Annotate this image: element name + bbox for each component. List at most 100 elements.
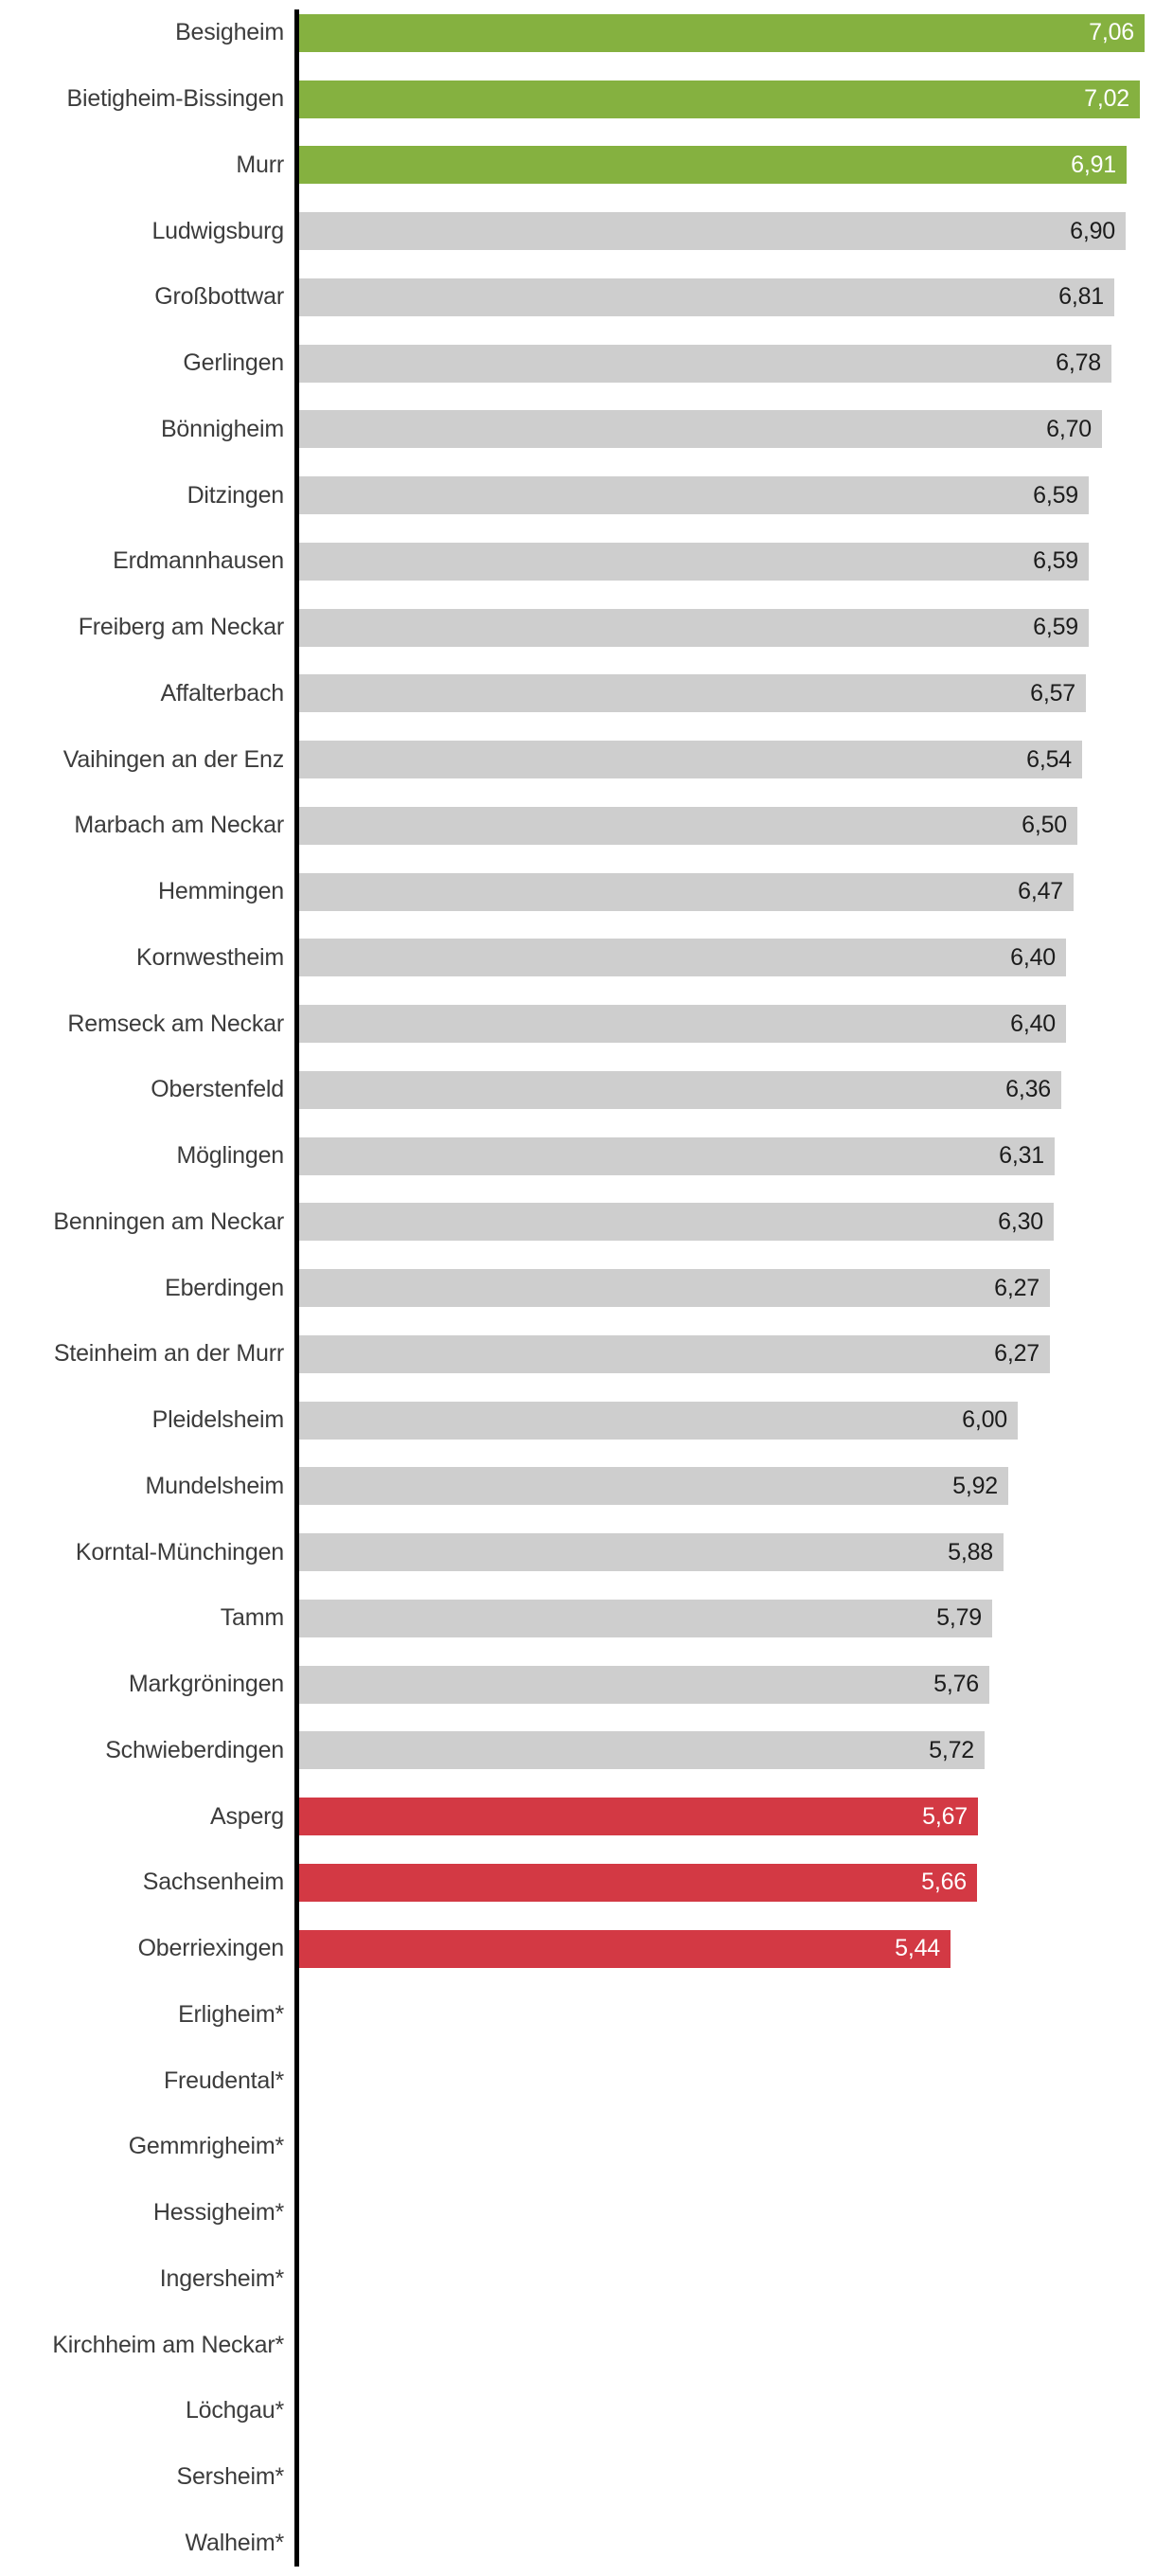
chart-row: Hemmingen 6,47 bbox=[0, 859, 1155, 925]
value-label: 5,67 bbox=[922, 1802, 968, 1830]
bar: 6,40 bbox=[299, 939, 1066, 977]
bar-area: 6,81 bbox=[284, 264, 1155, 331]
row-label: Tamm bbox=[220, 1604, 284, 1632]
chart-row: Bönnigheim 6,70 bbox=[0, 397, 1155, 463]
bar-area: 5,79 bbox=[284, 1585, 1155, 1652]
value-label: 6,31 bbox=[999, 1142, 1044, 1170]
chart-row: Sachsenheim 5,66 bbox=[0, 1850, 1155, 1916]
row-label: Markgröningen bbox=[128, 1671, 284, 1698]
bar-area: 6,31 bbox=[284, 1123, 1155, 1190]
bar-area: 6,91 bbox=[284, 133, 1155, 199]
value-label: 6,00 bbox=[962, 1406, 1007, 1434]
row-label: Ingersheim* bbox=[159, 2264, 284, 2292]
row-label: Gemmrigheim* bbox=[128, 2133, 285, 2160]
bar-area: 5,72 bbox=[284, 1718, 1155, 1784]
bar-area: 6,54 bbox=[284, 726, 1155, 793]
bar-area bbox=[284, 2312, 1155, 2378]
bar-area bbox=[284, 2246, 1155, 2313]
bar-area bbox=[284, 2378, 1155, 2444]
bar: 6,36 bbox=[299, 1070, 1061, 1109]
bar: 6,59 bbox=[299, 476, 1089, 515]
row-label: Bietigheim-Bissingen bbox=[66, 85, 285, 113]
bar: 7,02 bbox=[299, 80, 1140, 118]
bar-area: 6,50 bbox=[284, 793, 1155, 859]
bar: 5,79 bbox=[299, 1599, 992, 1637]
row-label: Benningen am Neckar bbox=[53, 1208, 284, 1235]
row-label: Marbach am Neckar bbox=[74, 812, 284, 839]
value-label: 5,72 bbox=[929, 1736, 974, 1763]
row-label: Oberriexingen bbox=[137, 1935, 285, 1962]
chart-row: Erdmannhausen 6,59 bbox=[0, 528, 1155, 595]
row-label: Remseck am Neckar bbox=[67, 1010, 284, 1037]
chart-row: Eberdingen 6,27 bbox=[0, 1255, 1155, 1321]
value-label: 6,27 bbox=[994, 1274, 1040, 1301]
chart-row: Ingersheim* bbox=[0, 2246, 1155, 2313]
row-label: Freiberg am Neckar bbox=[78, 614, 285, 641]
bar: 6,40 bbox=[299, 1005, 1066, 1044]
chart-row: Asperg 5,67 bbox=[0, 1783, 1155, 1850]
value-label: 6,78 bbox=[1056, 349, 1101, 377]
bar: 5,66 bbox=[299, 1863, 977, 1902]
chart-row: Mundelsheim 5,92 bbox=[0, 1454, 1155, 1520]
bar: 6,27 bbox=[299, 1334, 1050, 1373]
bar-area: 6,40 bbox=[284, 925, 1155, 992]
row-label: Bönnigheim bbox=[160, 415, 284, 442]
bar-area: 5,67 bbox=[284, 1783, 1155, 1850]
value-label: 5,88 bbox=[948, 1538, 993, 1565]
row-label: Walheim* bbox=[185, 2529, 285, 2556]
value-label: 6,27 bbox=[994, 1340, 1040, 1368]
chart-row: Oberstenfeld 6,36 bbox=[0, 1057, 1155, 1123]
value-label: 5,44 bbox=[895, 1935, 940, 1962]
chart-row: Korntal-Münchingen 5,88 bbox=[0, 1519, 1155, 1585]
value-label: 5,76 bbox=[933, 1671, 979, 1698]
row-label: Oberstenfeld bbox=[151, 1076, 284, 1103]
bar: 6,59 bbox=[299, 542, 1089, 581]
chart-row: Murr 6,91 bbox=[0, 133, 1155, 199]
value-label: 6,91 bbox=[1071, 151, 1116, 178]
bar-area bbox=[284, 2114, 1155, 2180]
bar-area: 6,59 bbox=[284, 528, 1155, 595]
row-label: Ditzingen bbox=[187, 481, 285, 509]
row-label: Hessigheim* bbox=[152, 2199, 284, 2227]
chart-row: Remseck am Neckar 6,40 bbox=[0, 991, 1155, 1057]
chart-row: Gerlingen 6,78 bbox=[0, 331, 1155, 397]
bar-area bbox=[284, 2444, 1155, 2511]
chart-row: Kornwestheim 6,40 bbox=[0, 925, 1155, 992]
bar-area: 6,40 bbox=[284, 991, 1155, 1057]
value-label: 5,79 bbox=[936, 1604, 982, 1632]
bar-area: 7,06 bbox=[284, 0, 1155, 66]
chart-row: Kirchheim am Neckar* bbox=[0, 2312, 1155, 2378]
value-label: 6,59 bbox=[1033, 547, 1078, 575]
chart-row: Vaihingen an der Enz 6,54 bbox=[0, 726, 1155, 793]
row-label: Asperg bbox=[209, 1802, 284, 1830]
row-label: Vaihingen an der Enz bbox=[62, 745, 284, 773]
bar-area bbox=[284, 2048, 1155, 2114]
row-label: Löchgau* bbox=[185, 2397, 284, 2424]
value-label: 6,47 bbox=[1018, 878, 1063, 905]
row-label: Freudental* bbox=[163, 2066, 284, 2094]
bar-area: 6,30 bbox=[284, 1190, 1155, 1256]
bar: 5,88 bbox=[299, 1533, 1004, 1572]
chart-row: Gemmrigheim* bbox=[0, 2114, 1155, 2180]
bar-area: 5,92 bbox=[284, 1454, 1155, 1520]
bar-area: 6,27 bbox=[284, 1255, 1155, 1321]
row-label: Hemmingen bbox=[158, 878, 284, 905]
bar: 5,67 bbox=[299, 1798, 978, 1836]
chart-row: Erligheim* bbox=[0, 1982, 1155, 2048]
value-label: 6,59 bbox=[1033, 614, 1078, 641]
row-label: Kirchheim am Neckar* bbox=[52, 2331, 284, 2358]
bar-area: 6,59 bbox=[284, 595, 1155, 661]
value-label: 6,59 bbox=[1033, 481, 1078, 509]
bar-area: 6,57 bbox=[284, 661, 1155, 727]
chart-row: Besigheim 7,06 bbox=[0, 0, 1155, 66]
row-label: Kornwestheim bbox=[136, 943, 284, 971]
chart-row: Löchgau* bbox=[0, 2378, 1155, 2444]
bar-area bbox=[284, 1982, 1155, 2048]
bar-area: 7,02 bbox=[284, 66, 1155, 133]
chart-row: Großbottwar 6,81 bbox=[0, 264, 1155, 331]
bar-area bbox=[284, 2180, 1155, 2246]
bar: 6,70 bbox=[299, 410, 1102, 449]
bar: 6,90 bbox=[299, 212, 1126, 251]
chart-row: Steinheim an der Murr 6,27 bbox=[0, 1321, 1155, 1387]
